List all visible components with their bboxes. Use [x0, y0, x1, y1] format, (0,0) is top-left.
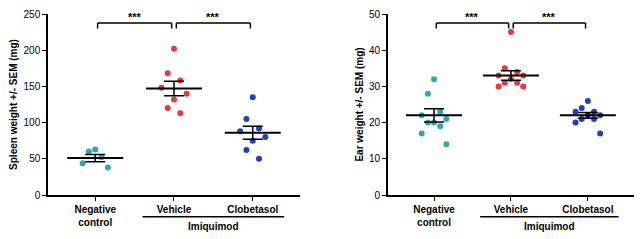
svg-text:Clobetasol: Clobetasol [227, 204, 278, 215]
svg-text:200: 200 [24, 45, 41, 56]
svg-text:Imiquimod: Imiquimod [188, 221, 239, 232]
svg-text:***: *** [542, 11, 556, 23]
svg-text:Imiquimod: Imiquimod [524, 221, 575, 232]
svg-text:Negativecontrol: Negativecontrol [74, 204, 116, 228]
svg-text:250: 250 [24, 9, 41, 20]
svg-text:50: 50 [369, 9, 381, 20]
svg-text:100: 100 [24, 117, 41, 128]
svg-text:40: 40 [369, 45, 381, 56]
svg-text:***: *** [206, 11, 220, 23]
svg-text:***: *** [128, 11, 142, 23]
svg-text:Vehicle: Vehicle [157, 204, 192, 215]
svg-text:Spleen weight +/- SEM (mg): Spleen weight +/- SEM (mg) [8, 39, 19, 170]
svg-text:***: *** [465, 11, 479, 23]
svg-text:Negativecontrol: Negativecontrol [413, 204, 455, 228]
svg-text:10: 10 [369, 153, 381, 164]
svg-text:0: 0 [35, 190, 41, 201]
svg-text:Clobetasol: Clobetasol [562, 204, 613, 215]
svg-text:0: 0 [375, 190, 381, 201]
svg-text:50: 50 [29, 153, 41, 164]
svg-text:150: 150 [24, 81, 41, 92]
svg-text:Ear weight +/- SEM (mg): Ear weight +/- SEM (mg) [354, 47, 365, 161]
svg-text:30: 30 [369, 81, 381, 92]
svg-text:20: 20 [369, 117, 381, 128]
svg-text:Vehicle: Vehicle [494, 204, 529, 215]
